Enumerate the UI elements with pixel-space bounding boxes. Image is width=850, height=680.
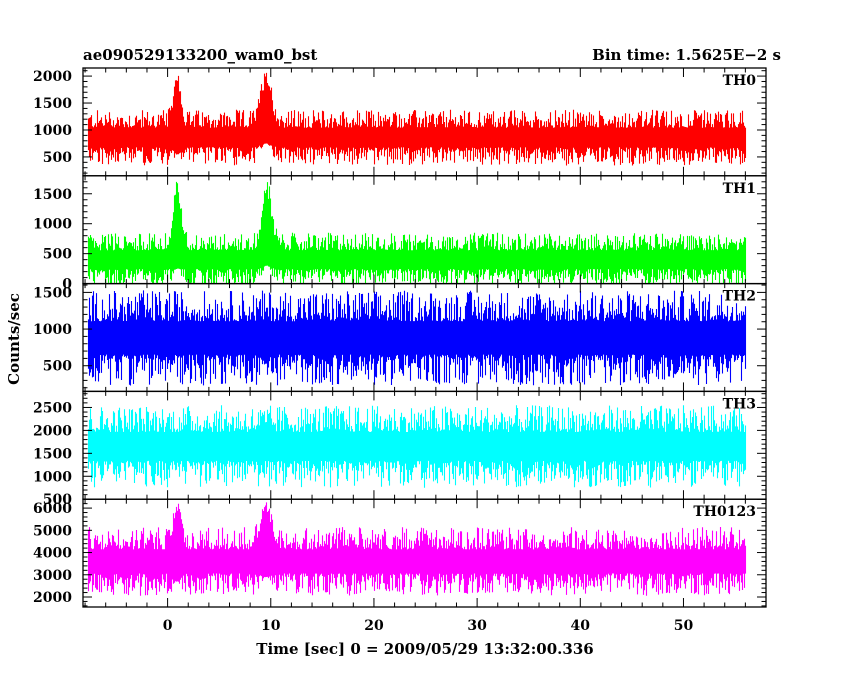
- legend-label: TH0123: [693, 504, 756, 520]
- y-tick-label: 1500: [33, 96, 72, 112]
- y-tick-label: 500: [43, 247, 72, 263]
- y-tick-label: 1000: [33, 469, 72, 485]
- panel-frame: [82, 498, 767, 608]
- series-line-th0: [87, 72, 747, 166]
- panel-th3: 500 1000 1500 2000 2500 TH3: [33, 390, 767, 508]
- y-tick-label: 2500: [33, 400, 72, 416]
- y-tick-label: 3000: [33, 568, 72, 584]
- x-tick-label: 0: [163, 618, 173, 634]
- chart-title: ae090529133200_wam0_bst: [83, 46, 317, 64]
- panel-th0123: 2000 3000 4000 5000 6000 TH0123: [33, 498, 767, 608]
- y-tick-label: 1500: [33, 285, 72, 301]
- legend-label: TH3: [723, 396, 756, 412]
- y-tick-label: 4000: [33, 546, 72, 562]
- legend-label: TH1: [723, 181, 756, 197]
- x-axis-label: Time [sec] 0 = 2009/05/29 13:32:00.336: [256, 640, 593, 658]
- x-tick-label: 30: [467, 618, 487, 634]
- series-line-th1: [87, 181, 747, 284]
- y-tick-label: 500: [43, 359, 72, 375]
- x-tick-label: 50: [674, 618, 694, 634]
- panel-th1: 0 500 1000 1500 TH1: [33, 175, 767, 293]
- panel-stack: 500 1000 1500 2000 TH0 0 500 1000 1500 TH1 500 1000…: [33, 67, 767, 608]
- y-tick-label: 1000: [33, 217, 72, 233]
- y-tick-label: 500: [43, 492, 72, 508]
- y-tick-label: 1000: [33, 322, 72, 338]
- series-line-th3: [87, 405, 747, 488]
- y-axis-label: Counts/sec: [5, 293, 23, 385]
- y-tick-label: 5000: [33, 523, 72, 539]
- y-tick-label: 1500: [33, 187, 72, 203]
- x-tick-label: 20: [364, 618, 384, 634]
- y-tick-label: 2000: [33, 69, 72, 85]
- x-tick-label: 40: [571, 618, 591, 634]
- y-tick-label: 2000: [33, 590, 72, 606]
- x-axis: 0 10 20 30 40 50: [163, 618, 694, 634]
- y-tick-label: 1500: [33, 446, 72, 462]
- panel-th2: 500 1000 1500 TH2: [33, 282, 767, 393]
- y-tick-label: 0: [62, 277, 72, 293]
- bin-time-label: Bin time: 1.5625E−2 s: [592, 46, 781, 64]
- series-line-th2: [87, 290, 747, 386]
- x-tick-label: 10: [261, 618, 281, 634]
- y-tick-label: 500: [43, 150, 72, 166]
- legend-label: TH0: [723, 73, 757, 89]
- series-line-th0123: [87, 502, 747, 596]
- y-tick-label: 2000: [33, 423, 72, 439]
- legend-label: TH2: [723, 289, 756, 305]
- y-tick-label: 6000: [33, 501, 72, 517]
- y-tick-label: 1000: [33, 123, 72, 139]
- panel-th0: 500 1000 1500 2000 TH0: [33, 67, 767, 177]
